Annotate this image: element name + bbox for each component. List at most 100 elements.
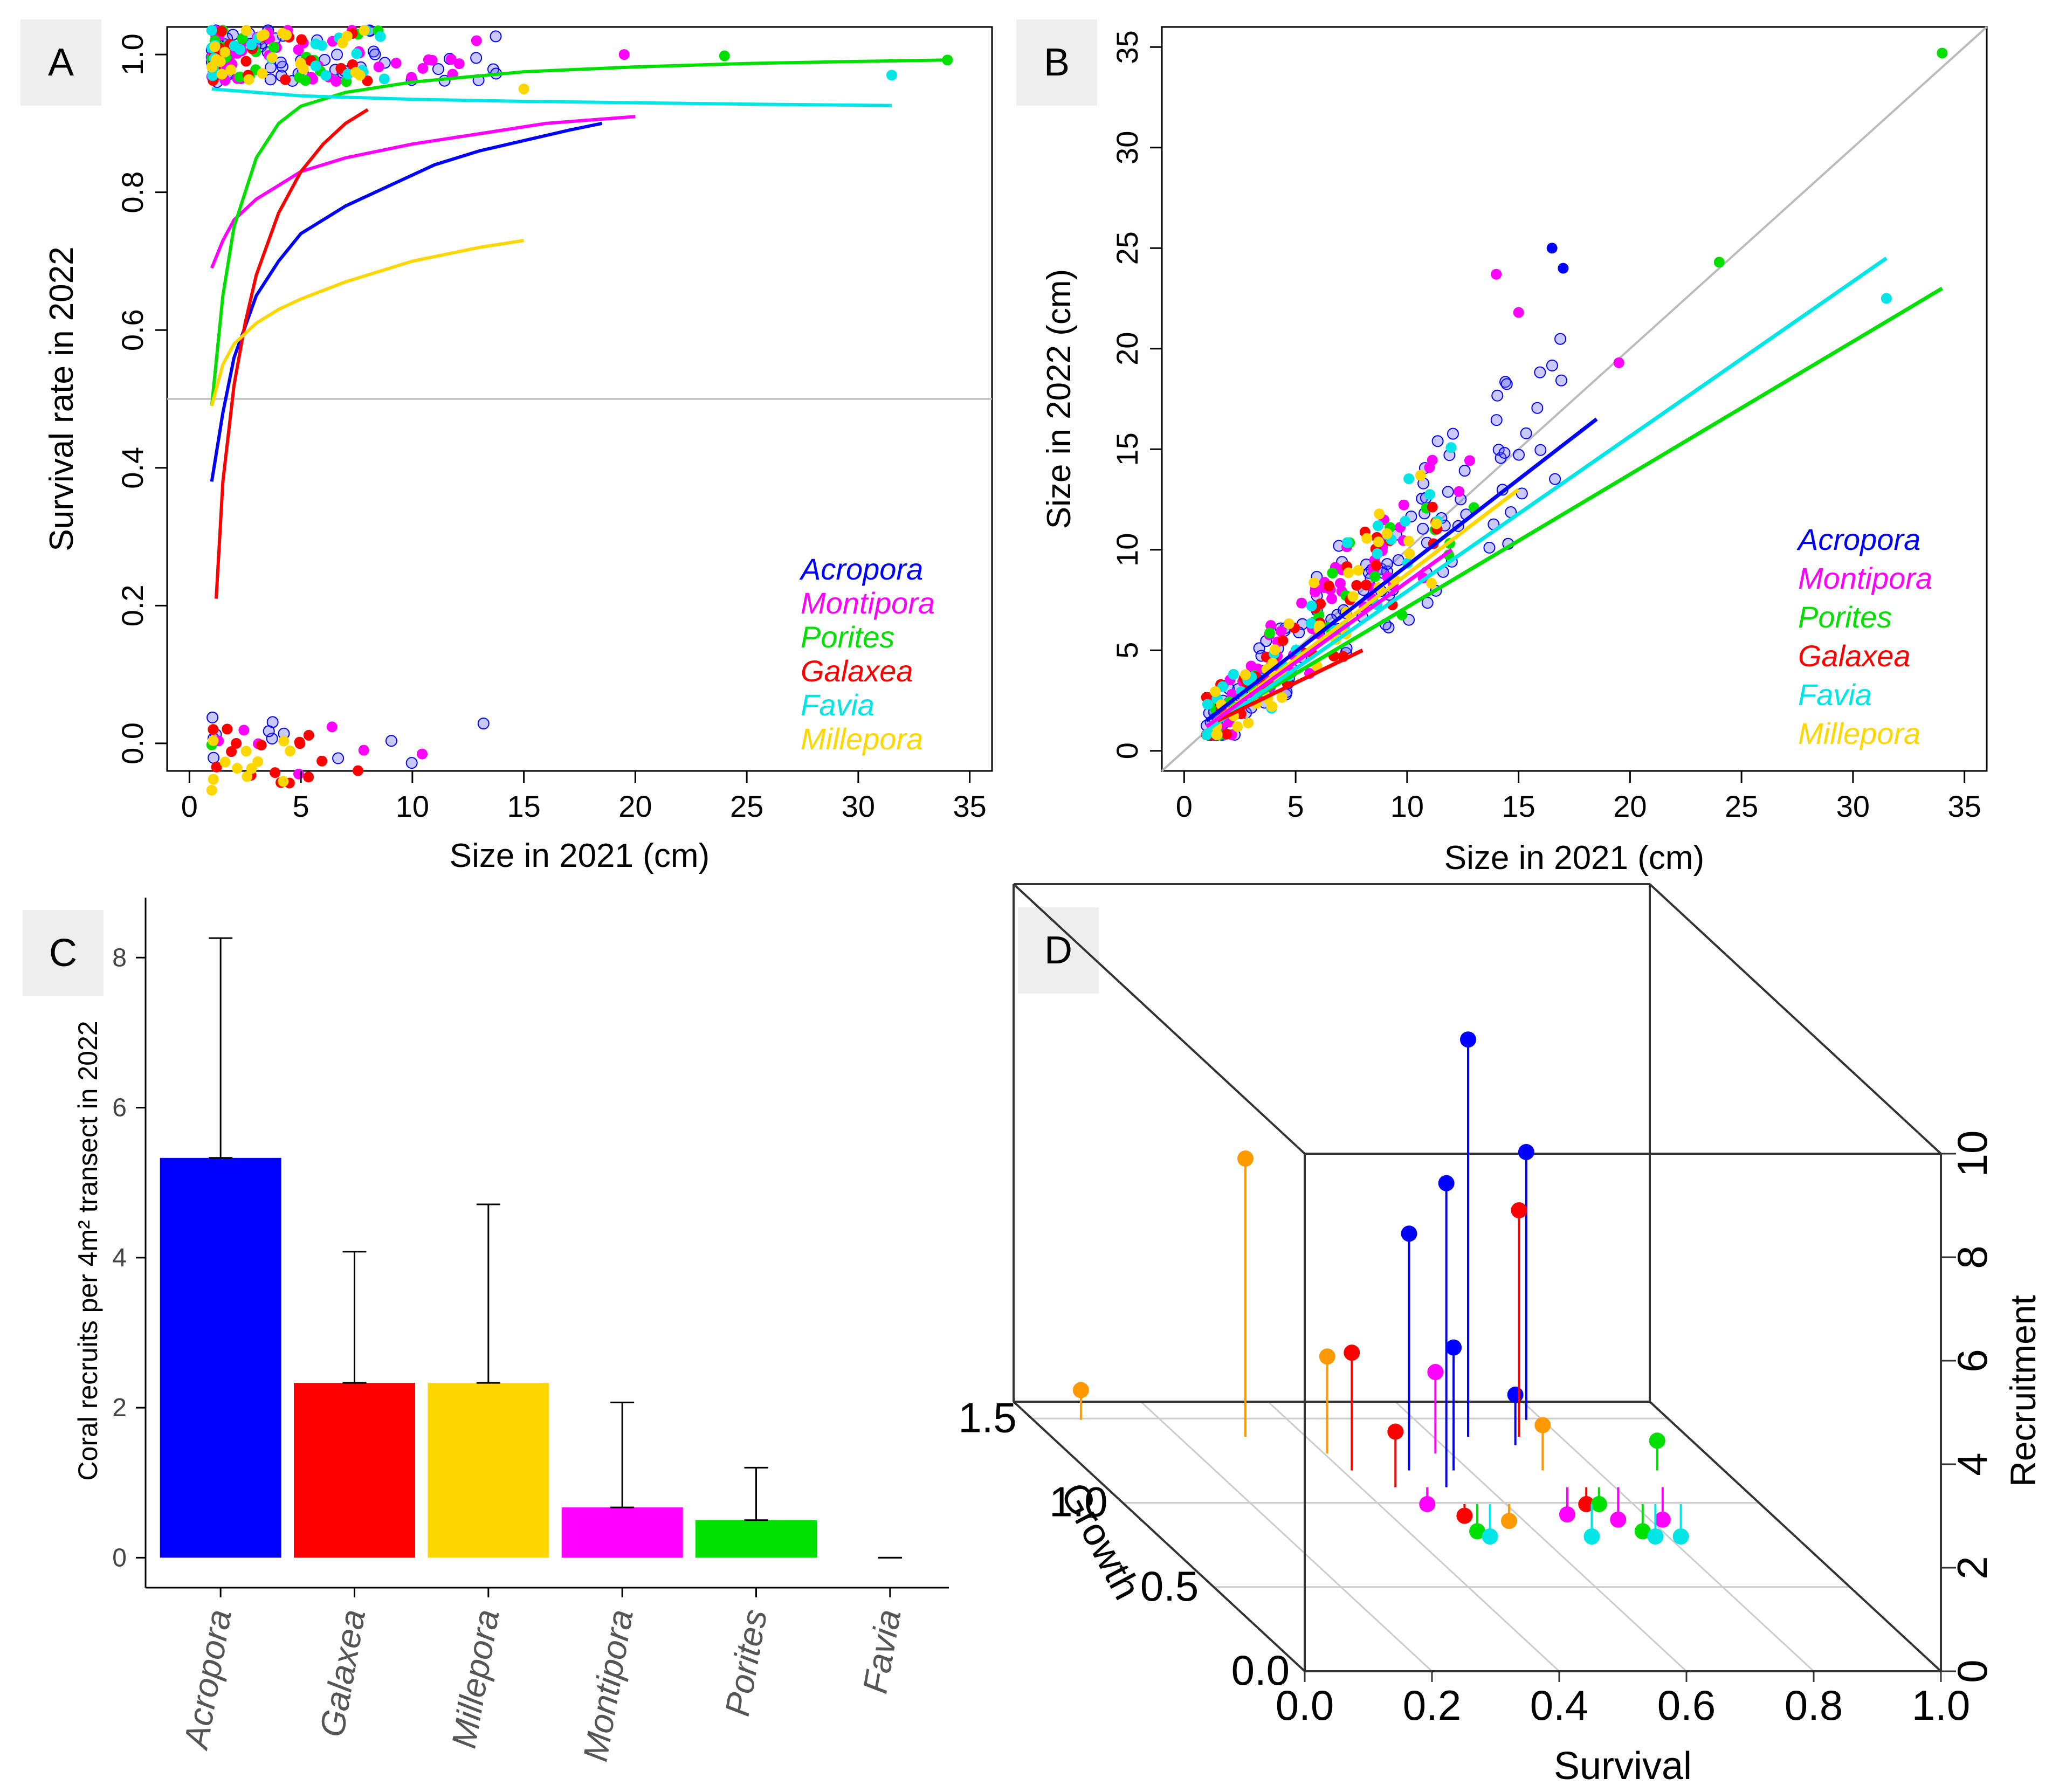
observation-point bbox=[296, 34, 307, 45]
observation-point bbox=[226, 746, 237, 757]
observation-point bbox=[278, 735, 290, 747]
observation-point bbox=[240, 746, 252, 757]
point-galaxea bbox=[1344, 1345, 1360, 1361]
observation-point bbox=[209, 41, 221, 52]
observation-point bbox=[1534, 444, 1547, 456]
observation-point bbox=[211, 761, 222, 773]
observation-point bbox=[303, 771, 314, 783]
observation-point bbox=[238, 725, 250, 736]
observation-point bbox=[1431, 518, 1442, 529]
observation-point bbox=[1613, 357, 1624, 368]
bar-porites bbox=[695, 1520, 817, 1558]
fit-line-acropora bbox=[1205, 417, 1598, 722]
legend-item-montipora: Montipora bbox=[801, 586, 935, 620]
y-tick-label: 8 bbox=[112, 943, 127, 972]
observation-point bbox=[1334, 578, 1346, 589]
z-tick-label: 4 bbox=[1948, 1452, 1996, 1476]
observation-point bbox=[1361, 533, 1373, 544]
point-galaxea bbox=[1511, 1202, 1527, 1218]
observation-point bbox=[1264, 628, 1276, 639]
observation-point bbox=[1491, 268, 1502, 280]
observation-point bbox=[1277, 635, 1289, 646]
observation-point bbox=[237, 33, 248, 44]
point-acropora bbox=[1460, 1031, 1476, 1048]
observation-point bbox=[1403, 535, 1414, 547]
x-tick-label-porites: Porites bbox=[718, 1607, 774, 1719]
point-montipora bbox=[1427, 1364, 1444, 1381]
observation-point bbox=[1228, 668, 1239, 680]
observation-point bbox=[266, 732, 278, 745]
panel-a-tag-box bbox=[20, 19, 101, 106]
observation-point bbox=[206, 784, 217, 796]
panel-c: C 0 2 4 6 8 Acropora Galaxea Millepora Montipor… bbox=[23, 898, 949, 1765]
x-tick-label: 0.4 bbox=[1530, 1681, 1588, 1729]
observation-point bbox=[1309, 577, 1320, 588]
floor-grid-line bbox=[1140, 1401, 1433, 1672]
observation-point bbox=[1421, 597, 1434, 609]
observation-point bbox=[350, 67, 361, 78]
y-tick-label: 10 bbox=[1110, 533, 1144, 567]
observation-point bbox=[1210, 686, 1221, 697]
x-tick-label: 0.6 bbox=[1657, 1681, 1716, 1729]
panel-c-tag-box bbox=[23, 910, 104, 996]
observation-point bbox=[293, 44, 304, 56]
panel-d-3d-box bbox=[1013, 883, 1942, 1672]
x-tick-label: 5 bbox=[1287, 789, 1304, 823]
observation-point bbox=[453, 58, 465, 70]
point-favia bbox=[1647, 1528, 1664, 1545]
observation-point bbox=[1445, 442, 1457, 453]
observation-point bbox=[1243, 717, 1254, 728]
observation-point bbox=[246, 763, 257, 774]
x-tick-label-millepora: Millepora bbox=[444, 1607, 507, 1751]
fit-line-montipora bbox=[210, 115, 636, 269]
observation-point bbox=[331, 49, 343, 61]
observation-point bbox=[208, 724, 219, 735]
observation-point bbox=[257, 68, 268, 79]
box-edge bbox=[1649, 1401, 1942, 1672]
observation-point bbox=[1314, 620, 1325, 631]
panel-d-xlabel: Survival bbox=[1554, 1745, 1692, 1788]
floor-grid-line bbox=[1267, 1401, 1560, 1672]
y-tick-label: 1.0 bbox=[115, 33, 149, 75]
y-tick-label: 0 bbox=[1110, 742, 1144, 759]
observation-point bbox=[1372, 548, 1383, 559]
observation-point bbox=[1369, 571, 1381, 582]
observation-point bbox=[373, 61, 384, 72]
legend-item-millepora: Millepora bbox=[1798, 716, 1920, 750]
observation-point bbox=[1555, 374, 1567, 387]
observation-point bbox=[1305, 618, 1317, 629]
observation-point bbox=[1275, 626, 1286, 637]
observation-point bbox=[1431, 435, 1444, 447]
y-tick-label: 0.0 bbox=[115, 722, 149, 764]
observation-point bbox=[1374, 508, 1385, 520]
observation-point bbox=[390, 58, 402, 69]
observation-point bbox=[320, 70, 332, 81]
observation-point bbox=[278, 776, 289, 787]
observation-point bbox=[1381, 558, 1393, 570]
fit-line-porites bbox=[210, 58, 948, 406]
observation-point bbox=[1323, 580, 1334, 591]
observation-point bbox=[1232, 721, 1243, 732]
bar-millepora bbox=[428, 1383, 549, 1558]
observation-point bbox=[518, 84, 529, 94]
observation-point bbox=[1201, 729, 1213, 740]
observation-point bbox=[471, 35, 482, 46]
observation-point bbox=[1427, 501, 1438, 513]
z-tick-label: 2 bbox=[1948, 1556, 1996, 1579]
x-tick-label: 1.0 bbox=[1912, 1681, 1970, 1729]
y-tick-label: 2 bbox=[112, 1394, 127, 1422]
observation-point bbox=[293, 768, 304, 780]
observation-point bbox=[266, 52, 278, 63]
observation-point bbox=[1415, 470, 1427, 481]
observation-point bbox=[417, 63, 429, 74]
observation-point bbox=[432, 63, 444, 75]
point-montipora bbox=[1610, 1511, 1627, 1528]
observation-point bbox=[1239, 669, 1251, 680]
observation-point bbox=[351, 48, 362, 59]
y-tick-label: 0 bbox=[112, 1543, 127, 1572]
observation-point bbox=[1221, 728, 1232, 740]
observation-point bbox=[280, 74, 291, 85]
fit-line-galaxea bbox=[1216, 649, 1364, 722]
observation-point bbox=[1381, 528, 1393, 540]
